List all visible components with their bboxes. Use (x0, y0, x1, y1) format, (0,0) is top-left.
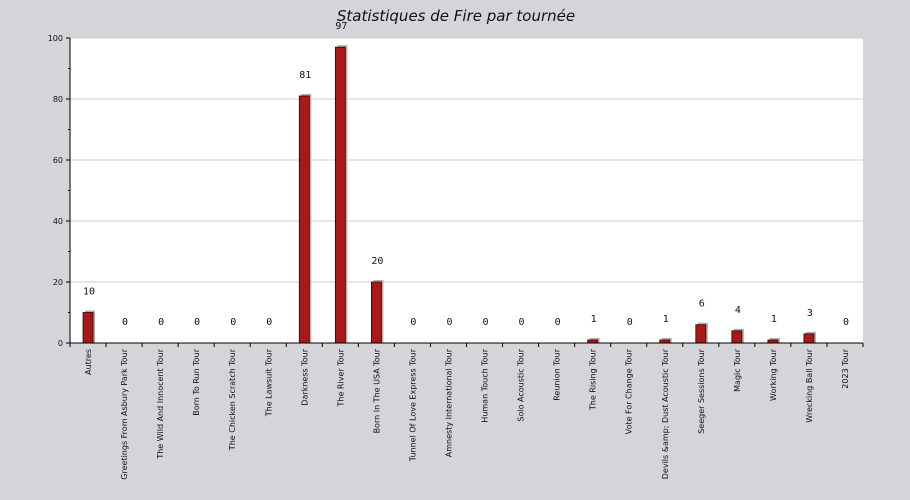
data-label: 0 (230, 317, 236, 328)
data-label: 0 (194, 317, 200, 328)
data-label: 0 (483, 317, 489, 328)
x-tick-label: Darkness Tour (300, 348, 309, 405)
data-label: 0 (266, 317, 272, 328)
y-tick-label: 40 (53, 217, 63, 226)
x-tick-label: Wrecking Ball Tour (805, 348, 814, 422)
data-label: 20 (371, 256, 383, 267)
data-label: 1 (663, 314, 669, 325)
data-label: 0 (122, 317, 128, 328)
data-label: 0 (555, 317, 561, 328)
x-tick-label: Human Touch Tour (481, 348, 490, 422)
x-tick-label: Reunion Tour (553, 348, 562, 400)
x-tick-label: The Wild And Innocent Tour (156, 348, 165, 459)
data-label: 4 (735, 305, 741, 316)
x-tick-label: Amnesty International Tour (444, 348, 453, 457)
y-tick-labels: 0 20 40 60 80 100 (48, 34, 63, 348)
bars (82, 46, 815, 344)
data-label: 0 (519, 317, 525, 328)
bar (695, 324, 707, 344)
x-tick-label: Working Tour (769, 348, 778, 401)
data-label: 0 (627, 317, 633, 328)
grid-lines (70, 37, 863, 283)
x-tick-labels: Autres Greetings From Asbury Park Tour The… (84, 348, 850, 479)
x-tick-label: The Rising Tour (589, 348, 598, 411)
data-label: 1 (771, 314, 777, 325)
x-tick-label: Tunnel Of Love Express Tour (408, 348, 417, 462)
x-tick-label: Autres (84, 349, 93, 375)
bar (731, 330, 743, 344)
data-label: 0 (446, 317, 452, 328)
x-tick-label: Born To Run Tour (192, 348, 201, 415)
x-tick-label: Solo Acoustic Tour (517, 348, 526, 421)
y-tick-label: 80 (53, 95, 63, 104)
y-tick-label: 100 (48, 34, 63, 43)
x-tick-label: The Chicken Scratch Tour (228, 348, 237, 451)
data-label: 81 (299, 70, 311, 81)
x-tick-label: Magic Tour (733, 348, 742, 392)
bar (298, 95, 310, 344)
x-tick-label: Born In The USA Tour (372, 348, 381, 433)
plot-area (70, 38, 863, 343)
x-tick-label: The Lawsuit Tour (264, 348, 273, 417)
data-label: 97 (335, 21, 347, 32)
data-label: 10 (83, 287, 95, 298)
bar (334, 46, 346, 344)
data-label: 6 (699, 299, 705, 310)
y-tick-label: 0 (58, 339, 63, 348)
y-tick-label: 20 (53, 278, 63, 287)
x-tick-label: 2023 Tour (841, 348, 850, 388)
y-tick-label: 60 (53, 156, 63, 165)
x-tick-label: Vote For Change Tour (625, 348, 634, 434)
x-tick-label: Devils &amp; Dust Acoustic Tour (661, 348, 670, 479)
x-tick-label: The River Tour (336, 348, 345, 407)
x-tick-label: Seeger Sessions Tour (697, 348, 706, 433)
data-label: 0 (843, 317, 849, 328)
bar (370, 281, 382, 344)
data-label: 0 (158, 317, 164, 328)
bar (82, 312, 94, 344)
data-label: 0 (410, 317, 416, 328)
axes (66, 37, 864, 347)
x-tick-label: Greetings From Asbury Park Tour (120, 348, 129, 479)
bar (803, 333, 815, 344)
data-label: 3 (807, 308, 813, 319)
chart-title: Statistiques de Fire par tournée (337, 7, 575, 25)
data-label: 1 (591, 314, 597, 325)
